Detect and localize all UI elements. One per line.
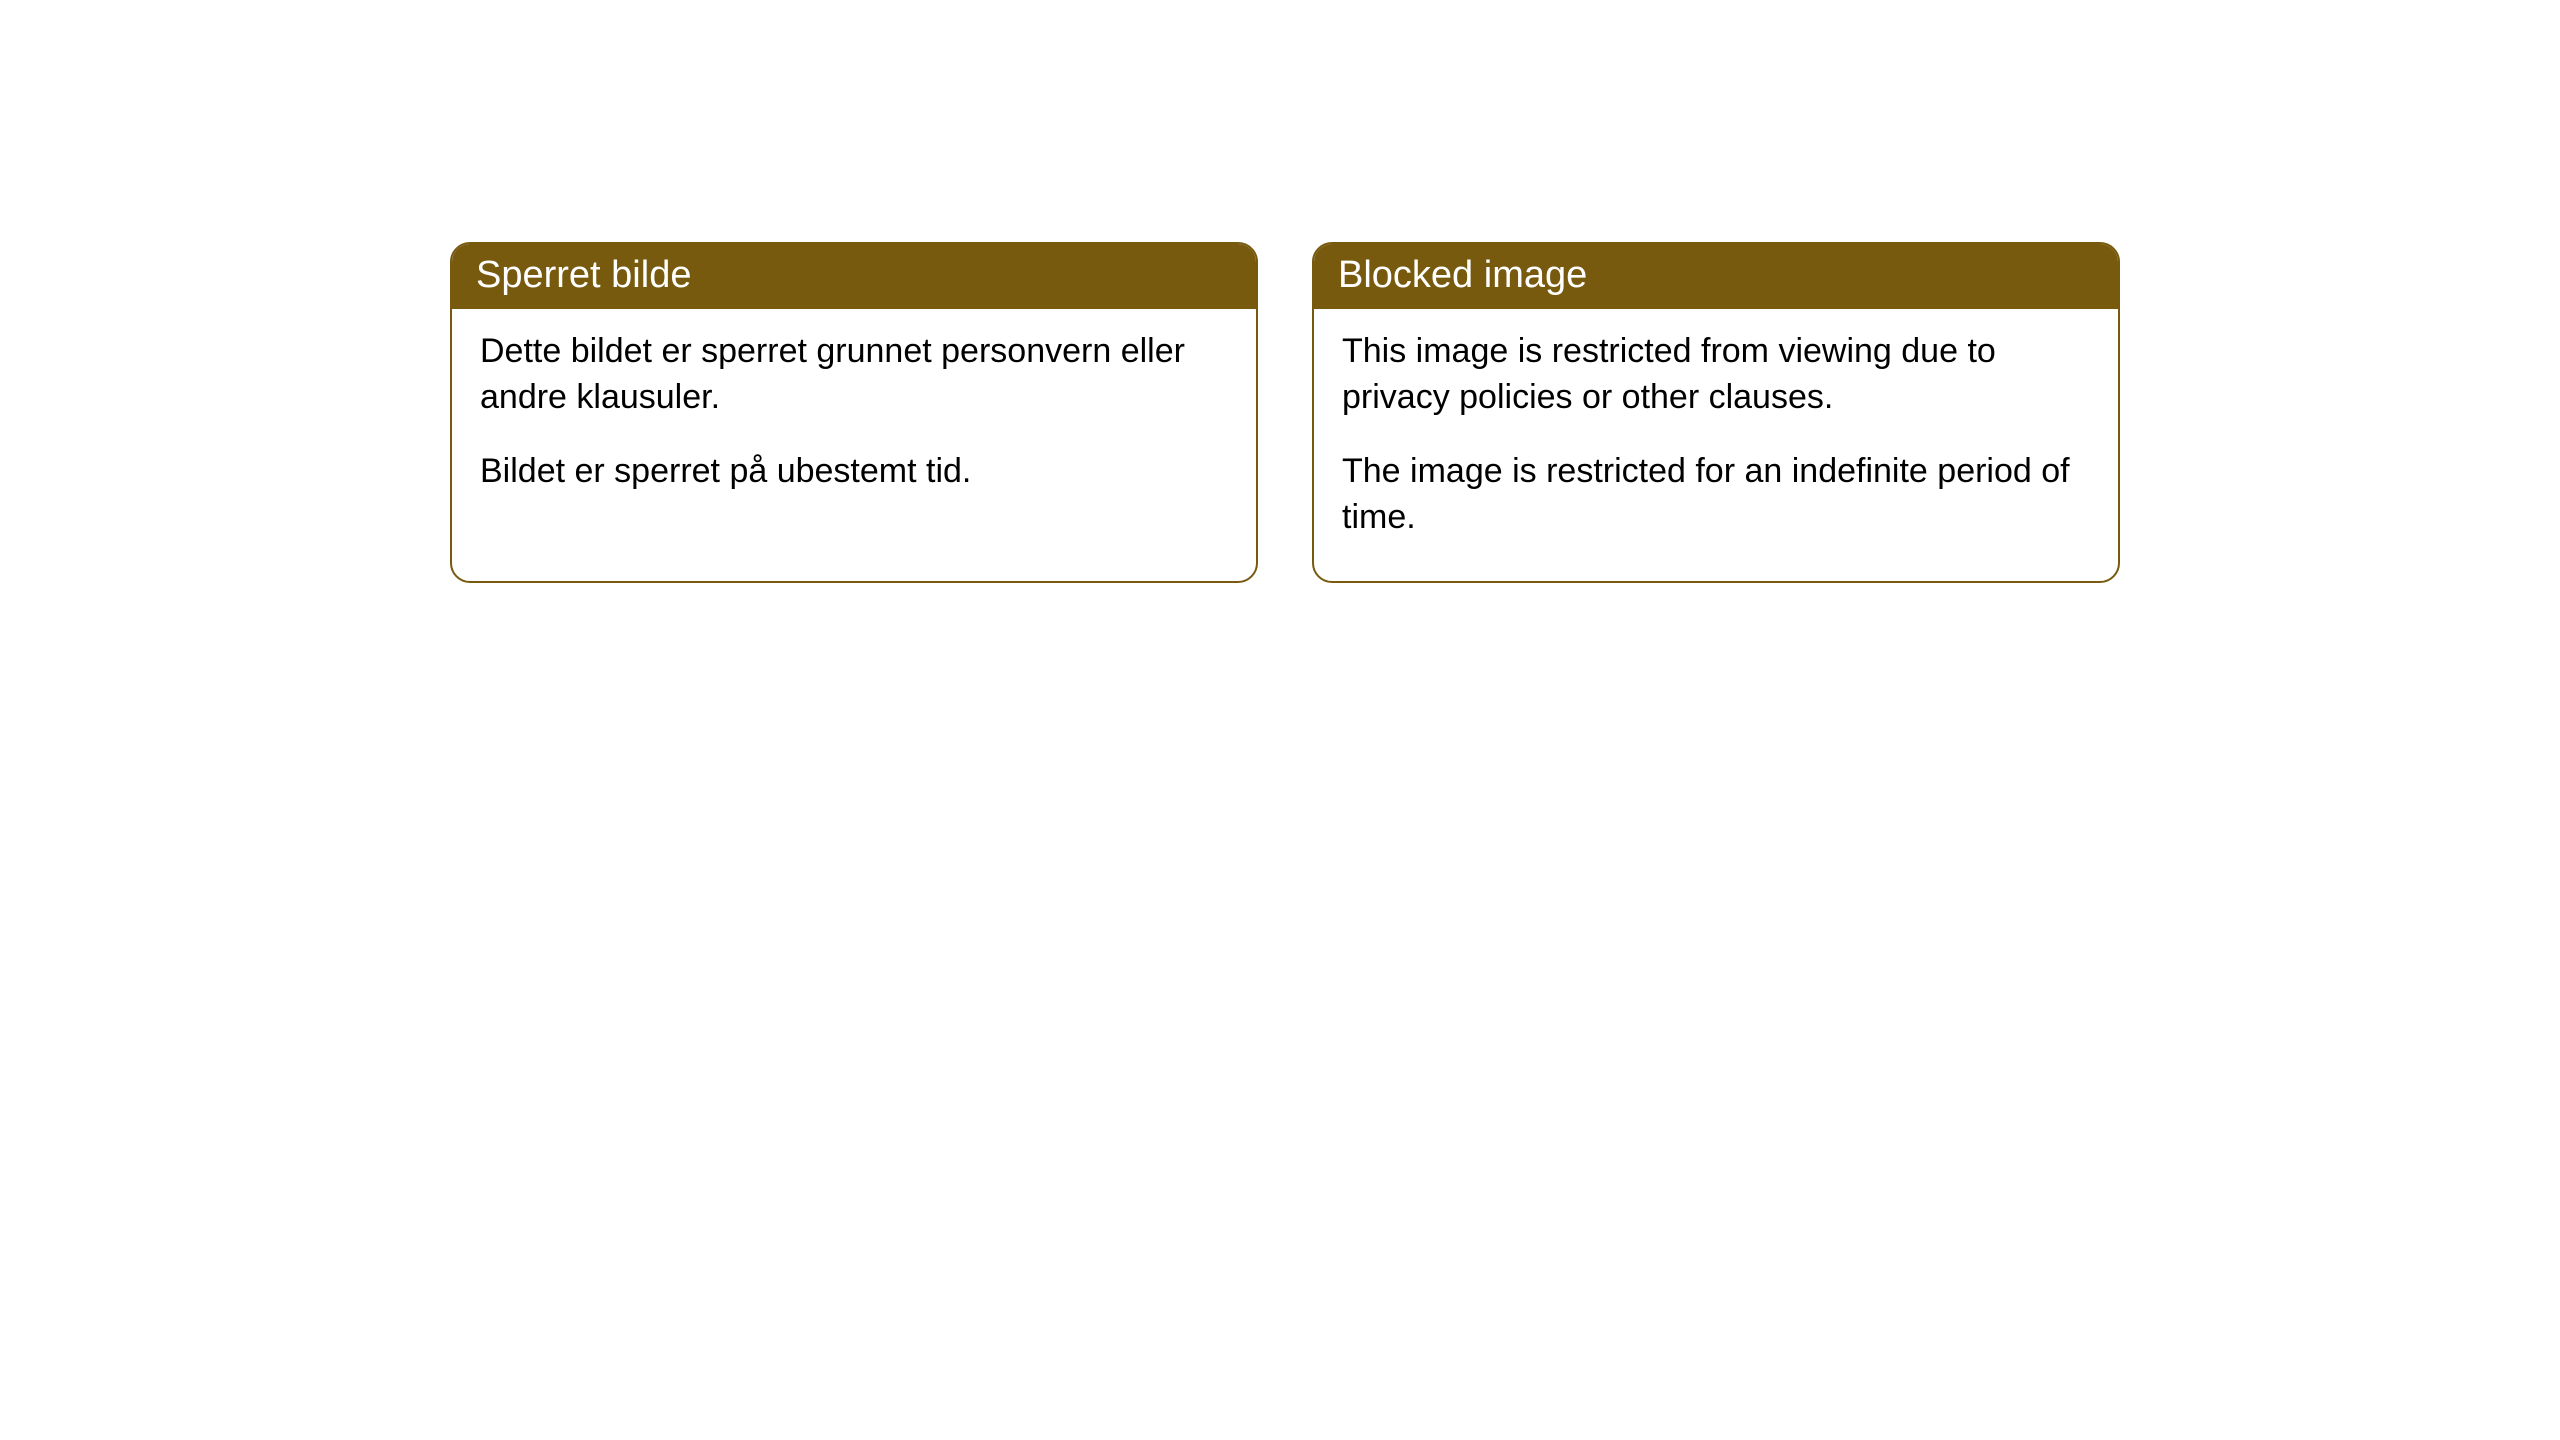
card-body: This image is restricted from viewing du…	[1314, 309, 2118, 581]
card-paragraph: Bildet er sperret på ubestemt tid.	[480, 449, 1228, 495]
card-header: Sperret bilde	[452, 244, 1256, 309]
blocked-image-card-norwegian: Sperret bilde Dette bildet er sperret gr…	[450, 242, 1258, 583]
card-paragraph: Dette bildet er sperret grunnet personve…	[480, 329, 1228, 421]
blocked-image-card-english: Blocked image This image is restricted f…	[1312, 242, 2120, 583]
card-paragraph: The image is restricted for an indefinit…	[1342, 449, 2090, 541]
card-title: Blocked image	[1338, 254, 1587, 296]
card-paragraph: This image is restricted from viewing du…	[1342, 329, 2090, 421]
card-title: Sperret bilde	[476, 254, 691, 296]
card-body: Dette bildet er sperret grunnet personve…	[452, 309, 1256, 535]
cards-container: Sperret bilde Dette bildet er sperret gr…	[450, 242, 2120, 583]
card-header: Blocked image	[1314, 244, 2118, 309]
